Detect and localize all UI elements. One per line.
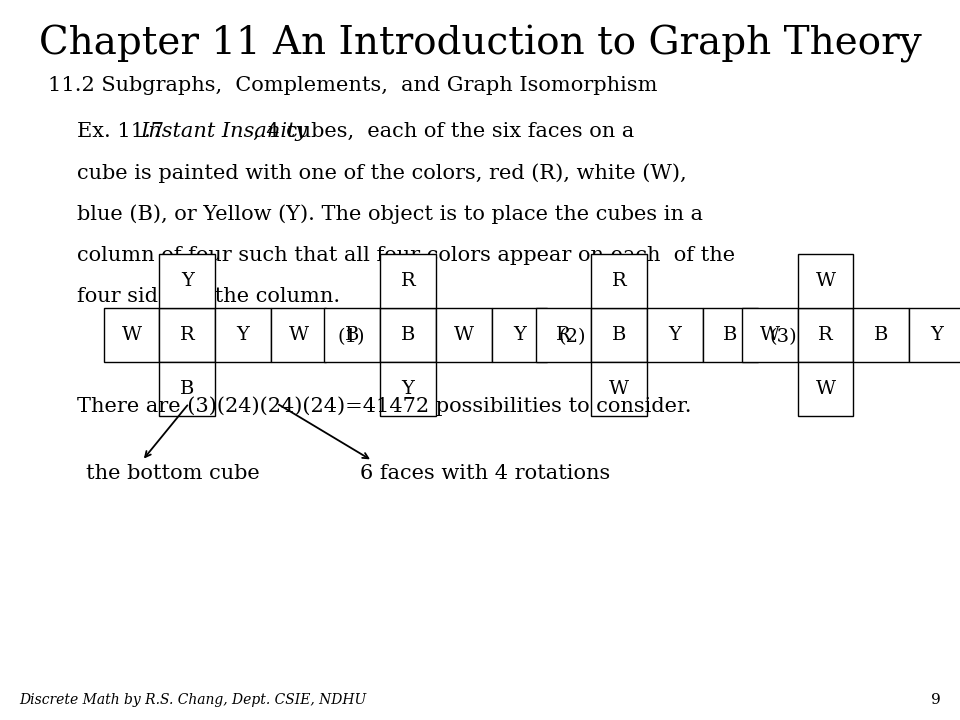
Text: R: R <box>400 271 416 289</box>
Bar <box>380 361 436 415</box>
Bar <box>591 307 647 361</box>
Bar <box>798 254 853 308</box>
Text: B: B <box>612 325 626 343</box>
Bar <box>380 254 436 308</box>
Bar <box>742 307 798 361</box>
Text: B: B <box>875 325 888 343</box>
Text: four sides of the column.: four sides of the column. <box>77 287 340 305</box>
Bar <box>703 307 758 361</box>
Bar <box>380 307 436 361</box>
Text: W: W <box>760 325 780 343</box>
Bar <box>324 307 380 361</box>
Text: W: W <box>122 325 141 343</box>
Text: Instant Insanity: Instant Insanity <box>140 122 307 141</box>
Bar <box>159 361 215 415</box>
Bar <box>159 254 215 308</box>
Text: B: B <box>346 325 359 343</box>
Text: the bottom cube: the bottom cube <box>86 464 260 483</box>
Text: R: R <box>556 325 571 343</box>
Text: R: R <box>180 325 195 343</box>
Text: R: R <box>818 325 833 343</box>
Text: Y: Y <box>930 325 944 343</box>
Text: W: W <box>289 325 308 343</box>
Text: column of four such that all four colors appear on each  of the: column of four such that all four colors… <box>77 246 735 264</box>
Text: (2): (2) <box>559 328 587 346</box>
Text: W: W <box>816 380 835 397</box>
Text: B: B <box>401 325 415 343</box>
Bar <box>591 361 647 415</box>
Text: Y: Y <box>236 325 250 343</box>
Bar <box>647 307 703 361</box>
Text: , 4 cubes,  each of the six faces on a: , 4 cubes, each of the six faces on a <box>253 122 635 141</box>
Text: blue (B), or Yellow (Y). The object is to place the cubes in a: blue (B), or Yellow (Y). The object is t… <box>77 204 703 224</box>
Text: 9: 9 <box>931 693 941 707</box>
Bar <box>271 307 326 361</box>
Text: B: B <box>180 380 194 397</box>
Text: Y: Y <box>668 325 682 343</box>
Text: 6 faces with 4 rotations: 6 faces with 4 rotations <box>360 464 611 483</box>
Bar <box>798 361 853 415</box>
Text: Y: Y <box>513 325 526 343</box>
Text: Ex. 11.7: Ex. 11.7 <box>77 122 171 141</box>
Bar <box>591 254 647 308</box>
Bar <box>159 307 215 361</box>
Text: W: W <box>610 380 629 397</box>
Bar <box>436 307 492 361</box>
Bar <box>853 307 909 361</box>
Text: W: W <box>454 325 473 343</box>
Text: (3): (3) <box>770 328 798 346</box>
Text: Chapter 11 An Introduction to Graph Theory: Chapter 11 An Introduction to Graph Theo… <box>38 25 922 63</box>
Bar <box>909 307 960 361</box>
Bar <box>536 307 591 361</box>
Text: W: W <box>816 271 835 289</box>
Text: cube is painted with one of the colors, red (R), white (W),: cube is painted with one of the colors, … <box>77 163 686 183</box>
Text: Y: Y <box>180 271 194 289</box>
Text: (1): (1) <box>338 328 366 346</box>
Bar <box>492 307 547 361</box>
Text: B: B <box>724 325 737 343</box>
Text: Y: Y <box>401 380 415 397</box>
Bar <box>215 307 271 361</box>
Text: There are (3)(24)(24)(24)=41472 possibilities to consider.: There are (3)(24)(24)(24)=41472 possibil… <box>77 396 691 415</box>
Text: Discrete Math by R.S. Chang, Dept. CSIE, NDHU: Discrete Math by R.S. Chang, Dept. CSIE,… <box>19 693 367 707</box>
Bar <box>798 307 853 361</box>
Text: R: R <box>612 271 627 289</box>
Text: 11.2 Subgraphs,  Complements,  and Graph Isomorphism: 11.2 Subgraphs, Complements, and Graph I… <box>48 76 658 94</box>
Bar <box>104 307 159 361</box>
